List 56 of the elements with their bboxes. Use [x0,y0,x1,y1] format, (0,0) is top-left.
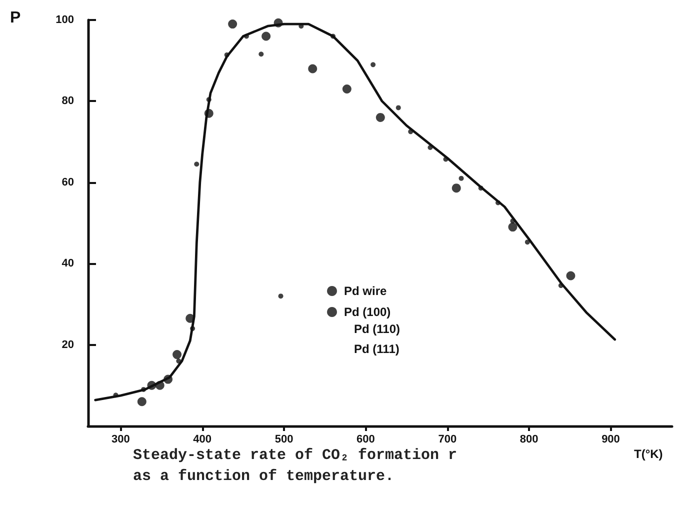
point [452,184,461,193]
x-tick-label: 400 [193,434,212,446]
point [558,283,564,288]
point [172,350,182,360]
point [137,397,146,406]
y-axis-title: P [10,10,21,26]
point [113,392,118,398]
x-axis-title: T(°K) [634,447,663,461]
point [262,32,271,41]
point [190,326,196,332]
point [244,34,249,39]
point [428,144,433,150]
point [524,240,530,245]
point [141,386,146,392]
point [566,271,576,280]
x-tick-label: 900 [602,434,620,446]
point [164,374,173,384]
legend-label: Pd wire [344,284,388,298]
y-tick-label: 100 [56,14,74,26]
point [308,64,318,74]
point [176,358,182,364]
point [224,52,230,58]
y-tick-label: 60 [62,176,74,188]
text: Steady-state rate of CO₂ formation r as a function of temperature. [133,447,466,485]
point [206,97,212,102]
x-tick-label: 700 [438,434,457,446]
x-tick-label: 600 [356,434,375,446]
x-tick-label: 800 [520,434,538,446]
point [458,176,464,181]
y-tick-label: 20 [62,338,74,351]
point [396,105,401,110]
y-tick-label: 40 [62,258,74,270]
line-series [94,22,616,402]
point [376,112,385,122]
legend-label: Pd (100) [344,305,391,319]
point [478,186,484,191]
point [278,294,284,299]
x-tick-label: 300 [111,434,130,446]
point [496,200,501,206]
point [330,34,336,39]
x-tick-label: 500 [274,434,294,446]
y-tick-label: 80 [62,95,74,108]
point [228,20,238,29]
point [147,380,156,390]
annotation: Pd (110) [354,322,400,336]
point [194,162,200,167]
point [370,62,376,68]
point [258,52,264,57]
point [342,84,352,94]
point [443,156,448,162]
point [408,129,414,134]
point [508,222,518,232]
annotation: Pd (111) [354,342,400,356]
point [274,18,283,28]
point [155,380,164,390]
point [204,108,214,118]
